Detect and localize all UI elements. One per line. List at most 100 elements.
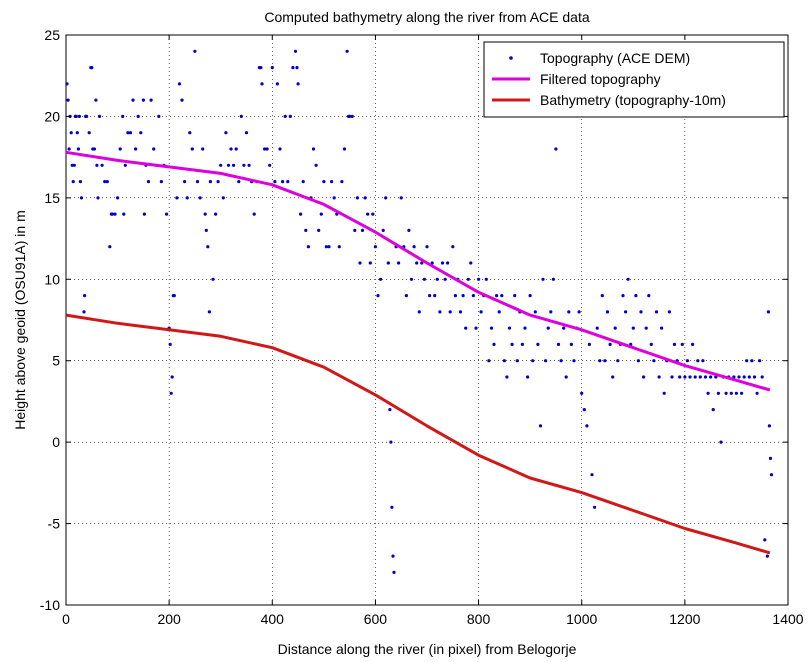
chart-title: Computed bathymetry along the river from… bbox=[264, 9, 589, 25]
data-point bbox=[477, 277, 481, 281]
data-point bbox=[767, 424, 772, 428]
data-point bbox=[515, 359, 519, 363]
data-point bbox=[207, 310, 211, 314]
x-tick-label: 1400 bbox=[772, 611, 803, 627]
data-point bbox=[621, 294, 625, 298]
legend: Topography (ACE DEM) Filtered topography B… bbox=[483, 41, 785, 118]
data-point bbox=[768, 456, 773, 460]
data-point bbox=[96, 196, 100, 200]
data-point bbox=[740, 391, 744, 395]
data-point bbox=[319, 212, 323, 216]
data-point bbox=[82, 310, 86, 314]
data-point bbox=[670, 375, 674, 379]
data-point bbox=[616, 359, 620, 363]
data-point bbox=[66, 98, 70, 102]
data-point bbox=[299, 212, 303, 216]
data-point bbox=[340, 180, 344, 184]
data-point bbox=[538, 424, 543, 428]
data-point bbox=[492, 342, 496, 346]
data-point bbox=[168, 342, 172, 346]
data-point bbox=[572, 359, 576, 363]
data-point bbox=[397, 261, 401, 265]
data-point bbox=[567, 310, 571, 314]
data-point bbox=[471, 294, 475, 298]
y-tick-label: 20 bbox=[44, 108, 60, 124]
data-point bbox=[103, 180, 107, 184]
data-point bbox=[719, 440, 723, 444]
data-point bbox=[131, 98, 135, 102]
data-point bbox=[110, 212, 114, 216]
data-point bbox=[134, 147, 138, 151]
data-point bbox=[760, 375, 764, 379]
data-point bbox=[366, 212, 370, 216]
data-point bbox=[487, 359, 491, 363]
data-point bbox=[443, 277, 447, 281]
data-point bbox=[190, 147, 194, 151]
data-point bbox=[752, 375, 757, 379]
x-tick-label: 1200 bbox=[669, 611, 700, 627]
data-point bbox=[734, 391, 739, 395]
data-point bbox=[74, 114, 78, 118]
data-point bbox=[569, 342, 574, 346]
data-point bbox=[214, 212, 218, 216]
data-layer bbox=[65, 49, 774, 575]
data-point bbox=[464, 326, 468, 330]
data-point bbox=[399, 196, 403, 200]
data-point bbox=[425, 245, 429, 249]
data-point bbox=[766, 310, 771, 314]
data-point bbox=[745, 359, 749, 363]
data-point bbox=[118, 147, 122, 151]
data-point bbox=[247, 163, 251, 167]
data-point bbox=[97, 114, 102, 118]
data-point bbox=[438, 310, 442, 314]
data-point bbox=[505, 375, 509, 379]
data-point bbox=[502, 359, 506, 363]
data-point bbox=[461, 294, 465, 298]
data-point bbox=[273, 180, 277, 184]
data-point bbox=[259, 66, 263, 70]
data-point bbox=[355, 196, 359, 200]
data-point bbox=[593, 505, 597, 509]
data-point bbox=[195, 180, 200, 184]
data-point bbox=[703, 375, 708, 379]
data-point bbox=[407, 228, 411, 232]
data-point bbox=[122, 212, 126, 216]
data-point bbox=[170, 375, 174, 379]
data-point bbox=[458, 310, 463, 314]
data-point bbox=[75, 131, 79, 135]
data-point bbox=[219, 163, 223, 167]
data-point bbox=[113, 212, 117, 216]
data-point bbox=[376, 294, 380, 298]
x-tick-label: 200 bbox=[157, 611, 181, 627]
data-point bbox=[551, 277, 556, 281]
data-point bbox=[662, 391, 666, 395]
data-point bbox=[69, 131, 73, 135]
data-point bbox=[608, 342, 612, 346]
data-point bbox=[742, 375, 746, 379]
data-point bbox=[198, 196, 202, 200]
data-point bbox=[729, 391, 733, 395]
data-point bbox=[409, 277, 414, 281]
data-point bbox=[252, 212, 256, 216]
data-point bbox=[78, 180, 82, 184]
y-tick-label: 15 bbox=[44, 190, 60, 206]
x-tick-label: 400 bbox=[261, 611, 285, 627]
x-tick-label: 0 bbox=[62, 611, 70, 627]
data-point bbox=[92, 147, 96, 151]
data-point bbox=[701, 359, 705, 363]
data-point bbox=[737, 375, 741, 379]
data-point bbox=[108, 245, 112, 249]
data-point bbox=[657, 375, 661, 379]
data-point bbox=[724, 391, 728, 395]
data-point bbox=[533, 310, 537, 314]
data-point bbox=[90, 66, 94, 70]
data-point bbox=[373, 245, 377, 249]
data-point bbox=[510, 342, 514, 346]
data-point bbox=[244, 131, 249, 135]
data-point bbox=[232, 163, 236, 167]
data-point bbox=[314, 163, 318, 167]
data-point bbox=[221, 196, 225, 200]
data-point bbox=[324, 245, 328, 249]
data-point bbox=[582, 408, 586, 412]
legend-label: Bathymetry (topography-10m) bbox=[540, 92, 726, 108]
